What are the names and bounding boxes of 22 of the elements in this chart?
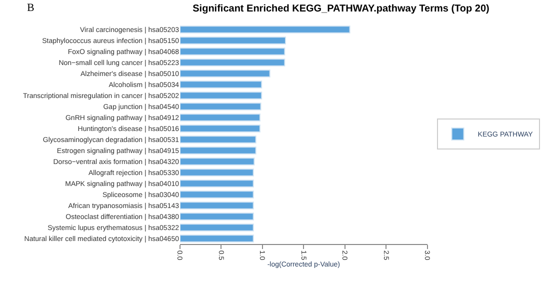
bar [180,92,262,100]
bar [180,146,256,154]
bar [180,80,262,88]
bar [180,190,254,198]
chart-title: Significant Enriched KEGG_PATHWAY.pathway Terms (Top 20) [192,3,490,14]
bar [180,158,255,166]
bar [180,224,254,232]
bar [180,234,254,242]
bar [180,102,262,110]
bar [180,26,350,34]
bar [180,70,270,78]
bar [180,124,260,132]
bar [180,36,286,44]
bar [180,58,286,66]
bar [180,202,254,210]
text: B [27,2,34,14]
bar [180,212,254,220]
bar [180,180,254,188]
bar [180,114,260,122]
bar [180,136,256,144]
bar [180,48,286,56]
bar [180,168,254,176]
